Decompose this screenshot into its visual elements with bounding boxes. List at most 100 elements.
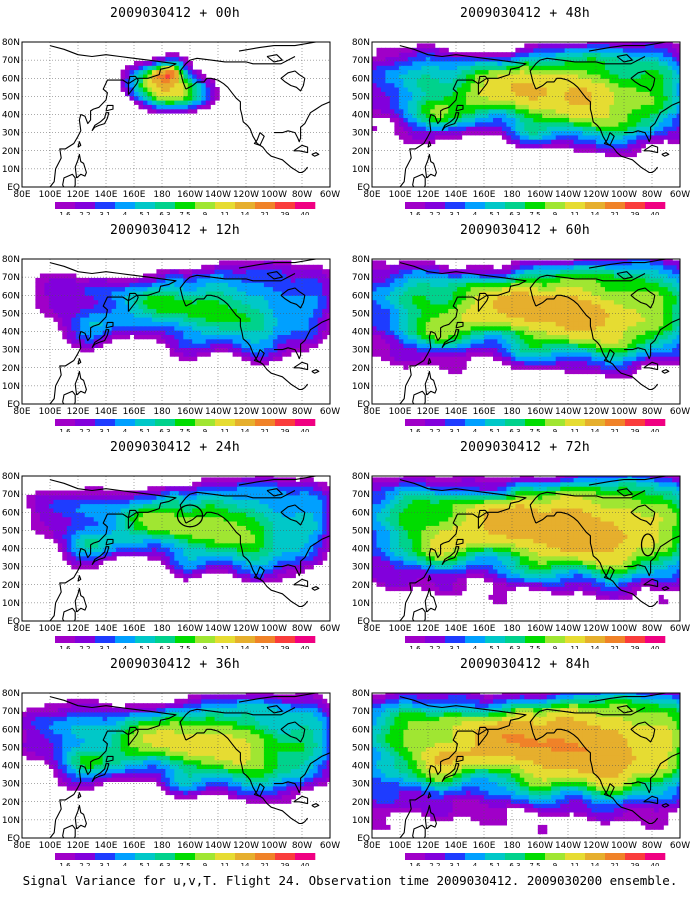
field-cell [569,113,575,118]
field-cell [587,299,593,305]
field-cell [622,282,628,288]
field-cell [381,330,387,335]
field-cell [62,330,68,335]
field-cell [210,295,216,301]
field-cell [376,113,382,118]
field-cell [407,65,413,71]
field-cell [98,277,104,283]
field-cell [672,65,678,71]
lon-tick-label: 80E [13,190,30,200]
field-cell [403,343,409,348]
field-cell [439,282,445,288]
field-cell [537,65,543,71]
field-cell [484,290,490,296]
field-cell [210,100,216,105]
field-cell [250,282,256,288]
field-cell [452,351,458,357]
field-cell [281,330,287,335]
field-cell [613,369,619,375]
field-cell [667,43,673,49]
field-cell [560,108,566,114]
field-cell [515,117,521,123]
field-cell [165,290,171,296]
field-cell [497,282,503,288]
field-cell [174,304,180,309]
field-cell [250,312,256,318]
field-cell [609,338,615,344]
field-cell [407,330,413,335]
field-cell [564,321,570,327]
field-cell [425,134,431,140]
field-cell [555,356,561,362]
field-cell [286,347,292,353]
field-cell [479,334,485,340]
field-cell [461,343,467,348]
field-cell [448,343,454,348]
field-cell [578,69,584,75]
field-cell [600,330,606,335]
field-cell [461,295,467,301]
field-cell [506,100,512,105]
field-cell [169,351,175,357]
field-cell [640,134,646,140]
field-cell [134,330,140,335]
field-cell [403,87,409,92]
field-cell [394,269,400,275]
field-cell [452,304,458,309]
field-cell [80,286,86,292]
field-cell [569,343,575,348]
field-cell [290,347,296,353]
field-cell [555,282,561,288]
field-cell [596,82,602,88]
field-cell [533,317,539,322]
field-cell [475,100,481,105]
field-cell [542,304,548,309]
field-cell [542,260,548,266]
field-cell [174,277,180,283]
field-cell [403,264,409,270]
field-cell [412,56,418,62]
field-cell [250,290,256,296]
field-cell [39,277,45,283]
field-cell [205,321,211,327]
field-cell [183,100,189,105]
field-cell [416,356,422,362]
field-cell [470,286,476,292]
field-cell [192,73,198,79]
field-cell [308,299,314,305]
field-cell [89,347,95,353]
coastline [424,153,437,179]
coastline [49,262,177,404]
field-cell [519,334,525,340]
lon-tick-label: 80E [363,407,380,417]
field-cell [569,369,575,375]
field-cell [421,356,427,362]
field-cell [555,277,561,283]
field-cell [546,269,552,275]
field-cell [515,52,521,58]
field-cell [241,295,247,301]
field-cell [515,121,521,127]
lat-tick-label: 50N [352,92,370,102]
field-cell [223,286,229,292]
field-cell [147,334,153,340]
field-cell [582,82,588,88]
field-cell [430,43,436,49]
field-cell [658,290,664,296]
colorbar-label: 40 [651,211,660,215]
field-cell [143,91,149,97]
field-cell [497,87,503,92]
field-cell [183,343,189,348]
field-cell [640,356,646,362]
field-cell [439,304,445,309]
field-cell [250,295,256,301]
field-cell [430,343,436,348]
field-cell [457,130,463,136]
field-cell [457,126,463,131]
field-cell [640,117,646,123]
field-cell [160,338,166,344]
field-cell [39,308,45,314]
field-cell [457,65,463,71]
field-cell [600,304,606,309]
field-cell [376,347,382,353]
